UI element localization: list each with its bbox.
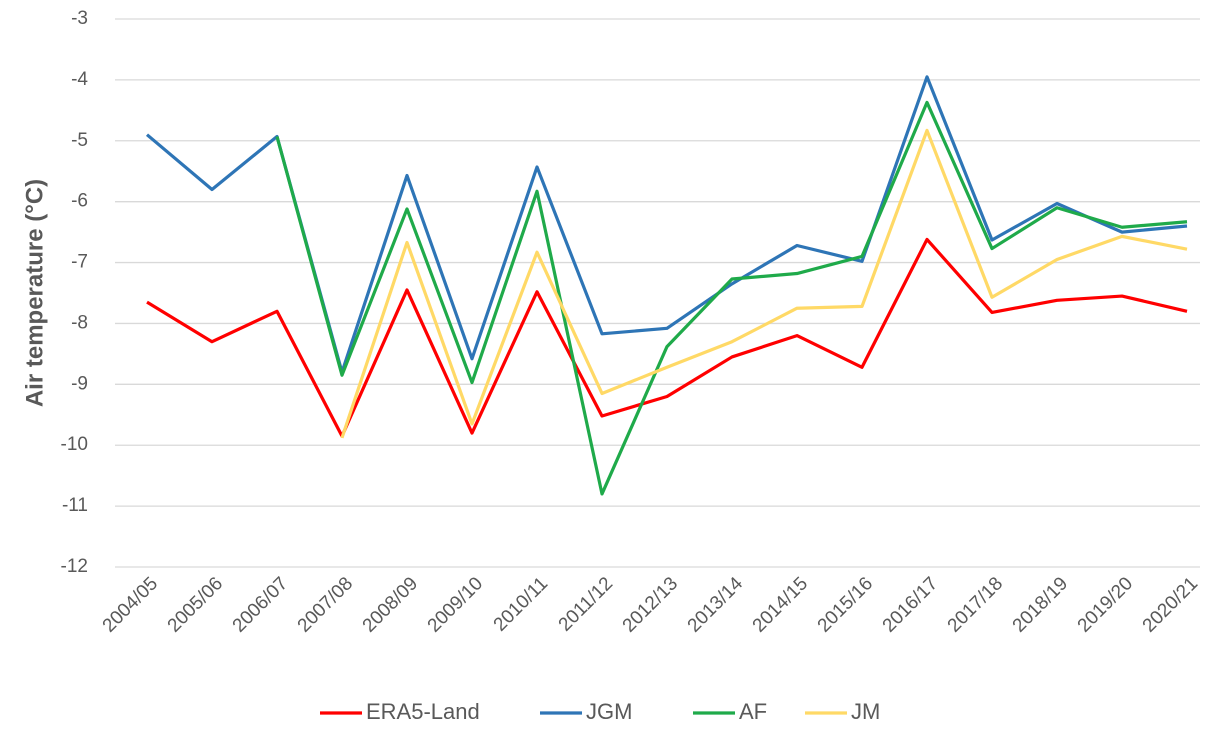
legend-label: JGM — [586, 699, 632, 724]
series-line — [146, 237, 1188, 438]
x-tick-label: 2013/14 — [684, 573, 748, 637]
x-tick-label: 2004/05 — [99, 573, 162, 636]
y-tick-label: -3 — [71, 8, 88, 29]
x-tick-label: 2017/18 — [944, 573, 1007, 636]
y-tick-label: -11 — [62, 495, 88, 516]
x-tick-label: 2012/13 — [619, 573, 682, 636]
x-tick-label: 2019/20 — [1074, 573, 1137, 636]
x-tick-label: 2008/09 — [359, 573, 422, 636]
y-tick-label: -12 — [61, 556, 88, 577]
y-tick-label: -8 — [71, 312, 88, 333]
x-tick-label: 2016/17 — [879, 573, 942, 636]
x-tick-label: 2020/21 — [1139, 573, 1202, 636]
y-tick-label: -10 — [61, 434, 88, 455]
series-line — [340, 128, 1188, 439]
y-tick-label: -6 — [71, 191, 88, 212]
y-tick-label: -9 — [71, 373, 88, 394]
series-line — [275, 100, 1188, 496]
x-tick-label: 2005/06 — [164, 573, 227, 636]
x-tick-label: 2007/08 — [294, 573, 357, 636]
x-tick-label: 2018/19 — [1009, 573, 1072, 636]
x-tick-label: 2015/16 — [814, 573, 877, 636]
y-tick-label: -7 — [71, 252, 88, 273]
y-tick-label: -5 — [71, 130, 88, 151]
y-axis-title: Air temperature (°C) — [21, 179, 48, 407]
x-tick-label: 2009/10 — [424, 573, 487, 636]
x-tick-label: 2011/12 — [555, 573, 617, 635]
x-tick-label: 2006/07 — [229, 573, 292, 636]
y-tick-label: -4 — [71, 69, 88, 90]
legend-label: JM — [851, 699, 880, 724]
x-tick-label: 2014/15 — [749, 573, 812, 636]
x-tick-label: 2010/11 — [490, 573, 552, 635]
legend-label: ERA5-Land — [366, 699, 480, 724]
legend-label: AF — [739, 699, 767, 724]
